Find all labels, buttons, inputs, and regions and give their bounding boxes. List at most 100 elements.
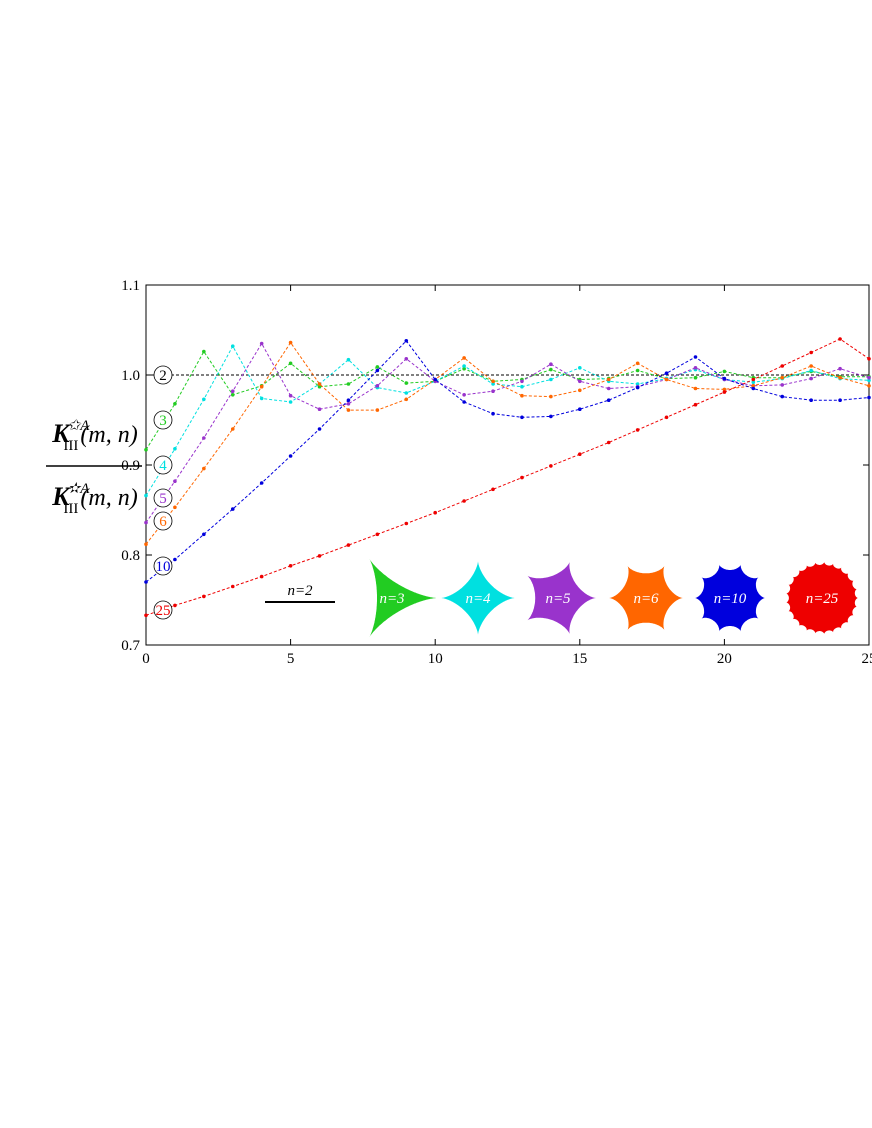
data-point bbox=[259, 481, 264, 485]
data-point bbox=[375, 384, 380, 388]
data-point bbox=[722, 390, 727, 394]
data-point bbox=[606, 377, 611, 382]
data-point bbox=[578, 379, 582, 384]
data-point bbox=[259, 396, 264, 401]
x-tick-label: 10 bbox=[428, 651, 443, 667]
data-point bbox=[288, 564, 293, 568]
y-label-base: K bbox=[51, 419, 71, 448]
x-tick-label: 25 bbox=[862, 651, 872, 667]
data-point bbox=[635, 385, 640, 390]
data-point bbox=[549, 394, 553, 399]
data-point bbox=[375, 408, 380, 412]
data-point bbox=[462, 400, 466, 404]
x-tick-label: 20 bbox=[717, 651, 732, 667]
data-point bbox=[433, 510, 438, 515]
data-point bbox=[635, 368, 640, 373]
data-point bbox=[462, 366, 466, 371]
data-point bbox=[173, 402, 177, 406]
data-point bbox=[780, 394, 785, 399]
inset-shape bbox=[441, 561, 515, 635]
inset-label: n=2 bbox=[287, 583, 313, 599]
data-point bbox=[288, 400, 293, 404]
data-point bbox=[867, 375, 871, 380]
data-point bbox=[144, 542, 148, 546]
data-point bbox=[491, 379, 495, 384]
y-tick-label: 0.7 bbox=[121, 638, 140, 654]
series-label-circle bbox=[153, 410, 173, 430]
data-point bbox=[230, 393, 235, 397]
data-point bbox=[722, 369, 727, 374]
data-point bbox=[693, 386, 698, 391]
data-point bbox=[144, 520, 148, 525]
data-point bbox=[317, 554, 322, 558]
y-label-base: K bbox=[51, 482, 71, 511]
data-point bbox=[317, 427, 322, 431]
data-point bbox=[520, 384, 524, 389]
data-point bbox=[693, 402, 698, 407]
inset-shape bbox=[527, 561, 596, 635]
data-point bbox=[838, 337, 842, 341]
data-point bbox=[809, 350, 813, 355]
data-point bbox=[173, 603, 177, 608]
data-point bbox=[578, 452, 582, 457]
data-point bbox=[520, 379, 524, 384]
data-point bbox=[404, 339, 409, 343]
series-label-circle bbox=[153, 365, 173, 385]
data-point bbox=[230, 427, 235, 431]
data-point bbox=[549, 362, 553, 367]
series-label: 2 bbox=[159, 368, 167, 384]
data-point bbox=[491, 382, 495, 386]
data-point bbox=[144, 447, 148, 452]
data-point bbox=[375, 368, 380, 373]
y-tick-label: 1.0 bbox=[121, 368, 140, 384]
data-point bbox=[346, 398, 351, 403]
data-point bbox=[462, 364, 466, 368]
data-point bbox=[346, 408, 351, 412]
data-point bbox=[491, 389, 495, 394]
data-point bbox=[202, 349, 206, 354]
data-point bbox=[433, 377, 438, 382]
data-point bbox=[288, 340, 293, 345]
data-point bbox=[520, 475, 524, 480]
inset-shape bbox=[609, 566, 683, 630]
data-point bbox=[549, 414, 553, 419]
data-point bbox=[635, 428, 640, 432]
data-point bbox=[202, 594, 206, 599]
series-label-circle bbox=[153, 455, 173, 475]
data-point bbox=[346, 357, 351, 362]
series-line bbox=[145, 342, 870, 523]
data-point bbox=[375, 532, 380, 537]
y-tick-label: 0.8 bbox=[121, 548, 140, 564]
data-point bbox=[578, 407, 582, 412]
data-point bbox=[722, 376, 727, 381]
data-point bbox=[375, 365, 380, 369]
data-point bbox=[635, 382, 640, 386]
plot-frame bbox=[145, 284, 870, 646]
data-point bbox=[867, 384, 871, 388]
data-point bbox=[780, 375, 785, 380]
data-point bbox=[462, 393, 466, 397]
data-point bbox=[838, 366, 842, 371]
data-point bbox=[346, 402, 351, 406]
data-point bbox=[173, 479, 177, 484]
data-point bbox=[404, 381, 409, 385]
data-point bbox=[693, 375, 698, 380]
data-point bbox=[173, 505, 177, 510]
data-point bbox=[259, 574, 264, 579]
data-point bbox=[780, 364, 785, 368]
inset-label: n=10 bbox=[714, 591, 747, 607]
inset-shape bbox=[369, 559, 437, 637]
data-point bbox=[549, 367, 553, 372]
data-point bbox=[751, 377, 756, 382]
data-point bbox=[578, 366, 582, 370]
data-point bbox=[491, 487, 495, 492]
data-point bbox=[202, 466, 206, 471]
y-label-sub: III bbox=[63, 501, 78, 517]
data-point bbox=[173, 557, 177, 562]
data-point bbox=[520, 415, 524, 420]
x-tick-label: 5 bbox=[287, 651, 295, 667]
data-point bbox=[606, 440, 611, 445]
data-point bbox=[606, 386, 611, 391]
y-tick-label: 0.9 bbox=[121, 458, 140, 474]
